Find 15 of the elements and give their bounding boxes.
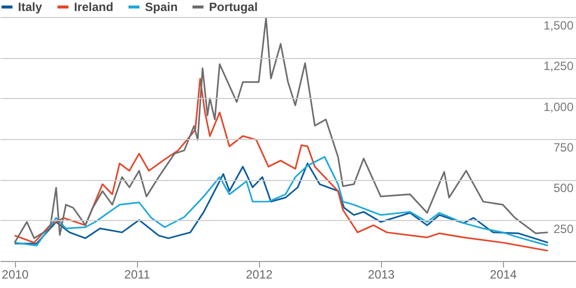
y-tick-label: 1,000 bbox=[543, 100, 574, 114]
x-tick-label: 2014 bbox=[490, 268, 517, 282]
legend-label: Italy bbox=[18, 0, 42, 14]
y-tick-label: 1,250 bbox=[543, 59, 574, 74]
y-tick-label: 250 bbox=[553, 222, 574, 236]
y-tick-label: 500 bbox=[553, 181, 574, 196]
legend-label: Ireland bbox=[74, 0, 114, 14]
y-tick-label: 750 bbox=[553, 140, 574, 154]
legend-label: Spain bbox=[145, 0, 178, 14]
y-tick-label: 1,500 bbox=[543, 18, 574, 32]
x-tick-label: 2013 bbox=[368, 268, 395, 282]
x-tick-label: 2010 bbox=[2, 268, 29, 282]
x-tick-label: 2011 bbox=[124, 268, 150, 282]
x-tick-label: 2012 bbox=[246, 268, 273, 282]
legend-label: Portugal bbox=[209, 0, 258, 14]
